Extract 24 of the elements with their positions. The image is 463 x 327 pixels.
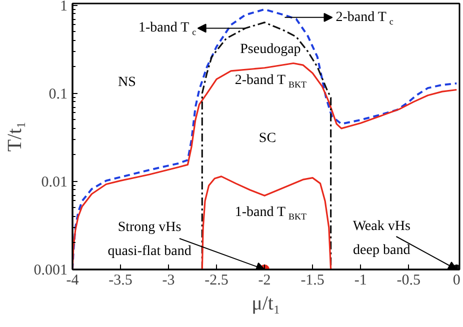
x-tick-label: -3 [162, 272, 175, 288]
x-tick-label: -4 [66, 272, 80, 288]
annotation: SC [258, 131, 276, 146]
y-tick-label: 0.001 [34, 262, 68, 278]
annotation: NS [118, 75, 136, 90]
x-tick-label: -0.5 [396, 272, 420, 288]
y-tick-label: 0.1 [48, 86, 68, 102]
x-tick-label: -1 [354, 272, 367, 288]
x-tick-label: -2 [258, 272, 271, 288]
x-tick-label: 0 [452, 272, 460, 288]
x-tick-label: -2.5 [204, 272, 228, 288]
x-axis-title: μ/t₁ [252, 292, 280, 314]
y-axis-title: T/t₁ [4, 121, 26, 152]
y-tick-label: 0.01 [41, 174, 68, 190]
x-tick-label: -3.5 [108, 272, 132, 288]
annotation: Pseudogap [240, 42, 301, 57]
annotation: 2-band Tc [336, 10, 394, 26]
line-series [201, 176, 332, 270]
y-tick-label: 1 [60, 0, 68, 14]
annotation: 2-band TBKT [234, 73, 307, 90]
annotation: 1-band TBKT [234, 205, 307, 222]
annotation: Strong vHs quasi-flat band [108, 220, 192, 259]
x-tick-label: -1.5 [300, 272, 324, 288]
annotation: Weak vHs deep band [352, 219, 410, 258]
